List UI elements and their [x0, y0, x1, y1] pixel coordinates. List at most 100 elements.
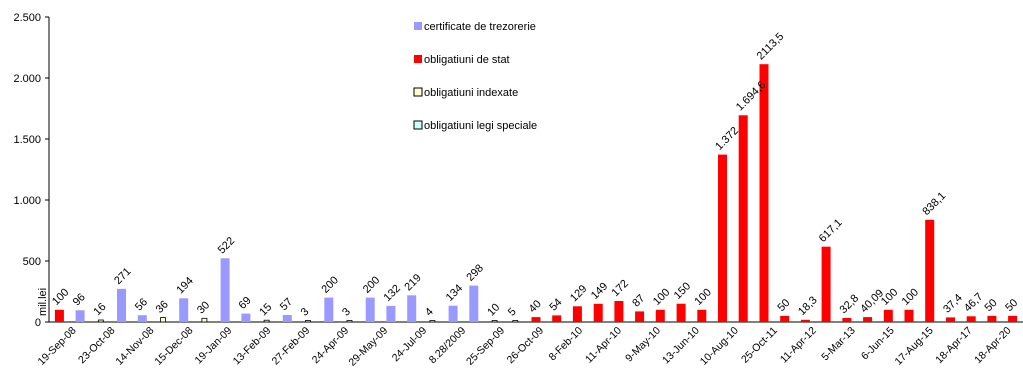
bar: [512, 320, 519, 323]
x-tick-label: 6-Jun-15: [859, 325, 897, 363]
bar: [263, 319, 270, 323]
bar: [780, 315, 790, 322]
y-axis-label: mil.lei: [37, 288, 49, 316]
data-label: 16: [91, 301, 108, 318]
bar: [987, 315, 997, 322]
bar: [179, 298, 189, 322]
bar: [117, 288, 126, 322]
data-label: 617,1: [817, 217, 845, 245]
x-tick-label: 26-Oct-09: [505, 325, 547, 367]
bar: [925, 219, 935, 322]
data-label: 5: [506, 306, 519, 319]
bar: [75, 310, 85, 322]
data-label: 219: [402, 272, 423, 293]
data-label: 69: [237, 295, 254, 312]
x-tick-label: 5-Mar-13: [819, 325, 858, 364]
x-tick-label: 8.28/2009: [427, 325, 469, 367]
bar: [531, 317, 541, 322]
bar: [946, 317, 955, 322]
data-label: 37,4: [941, 292, 965, 316]
bar: [305, 320, 311, 323]
x-tick-label: 24-Jul-09: [390, 325, 430, 365]
data-label: 2113,5: [755, 31, 787, 63]
data-label: 87: [630, 292, 647, 309]
bar: [54, 309, 64, 322]
data-label: 54: [547, 296, 564, 313]
data-label: 149: [589, 280, 610, 301]
bar: [883, 309, 893, 322]
bar: [365, 297, 375, 322]
data-label: 100: [692, 286, 713, 307]
y-tick-label: 0: [35, 317, 41, 329]
data-label: 32,8: [838, 292, 862, 316]
bar: [491, 320, 498, 323]
bar: [429, 320, 436, 323]
x-tick-label: 23-Oct-08: [76, 325, 118, 367]
data-label: 134: [444, 282, 465, 303]
data-label: 129: [568, 283, 589, 304]
bar: [842, 318, 852, 322]
data-label: 172: [610, 278, 631, 299]
bar: [282, 315, 292, 322]
y-tick-label: 1.500: [13, 134, 41, 146]
data-label: 96: [71, 291, 88, 308]
data-label: 838,1: [920, 190, 948, 218]
x-tick-label: 11-Apr-12: [778, 325, 819, 366]
bars-group: [54, 64, 1018, 323]
bar: [572, 306, 582, 322]
x-tick-label: 9-May-10: [623, 325, 663, 365]
data-label: 100: [900, 286, 921, 307]
legend-swatch: [413, 120, 423, 130]
bar: [552, 315, 562, 322]
data-label: 57: [278, 296, 295, 313]
x-tick-label: 27-Feb-09: [270, 325, 313, 368]
data-label: 10: [485, 301, 502, 318]
x-tick-label: 14-Nov-08: [113, 325, 156, 368]
x-tick-label: 8-Feb-10: [547, 325, 586, 364]
data-label: 3: [340, 306, 353, 319]
bar: [346, 320, 353, 323]
x-tick-label: 29-May-09: [346, 325, 390, 369]
legend-label: obligatiuni de stat: [424, 54, 510, 66]
data-label: 1.372: [713, 125, 741, 153]
bar: [966, 316, 976, 322]
x-tick-label: 17-Aug-15: [893, 325, 936, 368]
x-tick-label: 19-Sep-08: [35, 325, 78, 368]
data-label: 3: [299, 306, 312, 319]
bar: [469, 285, 479, 322]
x-tick-label: 13-Jun-10: [660, 325, 702, 367]
bar: [655, 309, 665, 322]
data-label: 200: [361, 274, 382, 295]
data-label: 100: [879, 286, 900, 307]
legend-swatch: [413, 87, 423, 97]
data-label: 100: [651, 286, 672, 307]
bar: [614, 301, 624, 322]
x-tick-label: 11-Apr-10: [583, 325, 624, 366]
x-tick-label: 15-Dec-08: [152, 325, 195, 368]
data-label: 132: [382, 283, 403, 304]
bar: [676, 303, 686, 322]
bar: [1008, 315, 1018, 322]
bar: [718, 154, 727, 322]
y-tick-label: 2.000: [13, 73, 41, 85]
bar: [97, 319, 104, 323]
data-label: 271: [112, 266, 133, 287]
x-tick-label: 18-Apr-20: [972, 325, 1014, 367]
data-label: 56: [133, 296, 150, 313]
bar: [407, 295, 417, 322]
data-label: 50: [775, 297, 792, 314]
legend-swatch: [414, 55, 422, 63]
legend-label: obligatiuni indexate: [424, 87, 518, 99]
data-label: 298: [464, 262, 485, 283]
data-label: 200: [319, 274, 340, 295]
bar: [324, 297, 334, 322]
data-label: 46,7: [962, 291, 986, 315]
bar: [448, 305, 458, 322]
x-tick-label: 19-Jan-09: [193, 325, 235, 367]
data-label: 40: [527, 298, 544, 315]
x-tick-label: 25-Oct-11: [739, 325, 780, 366]
data-label: 100: [50, 286, 71, 307]
bar: [635, 311, 645, 322]
